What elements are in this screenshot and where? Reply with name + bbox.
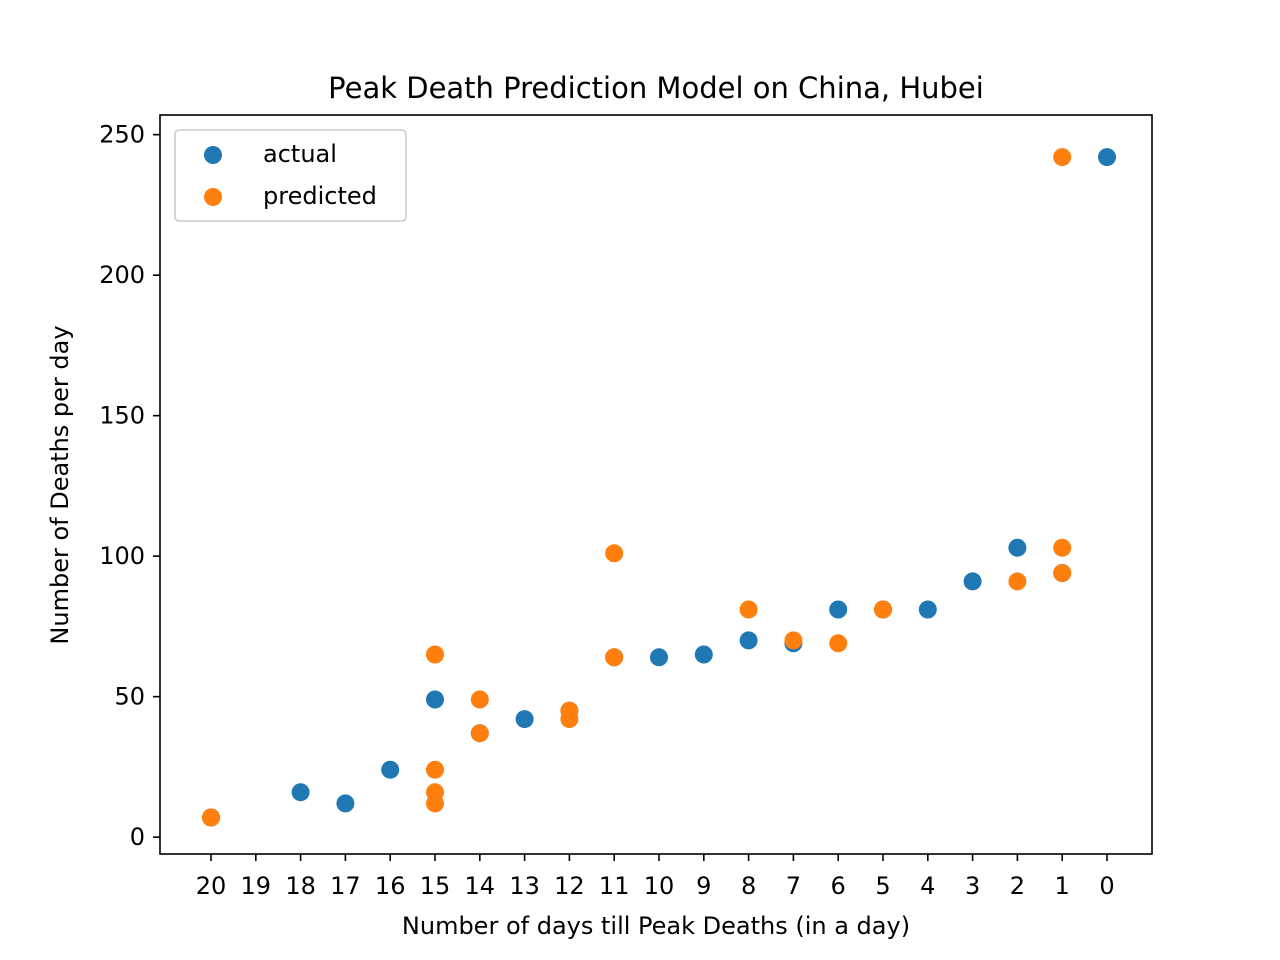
x-tick-label: 2 (1010, 872, 1025, 900)
point-predicted-11 (739, 600, 758, 619)
x-tick-label: 14 (465, 872, 496, 900)
x-axis: 20 19 18 17 16 15 14 13 12 11 10 9 8 7 6 5 4 3 2 1 0 (196, 854, 1115, 900)
point-actual-3 (381, 760, 400, 779)
point-actual-4 (426, 690, 444, 709)
legend-marker-actual (204, 146, 222, 164)
y-tick-label: 100 (99, 542, 145, 570)
point-actual-19 (1098, 148, 1116, 167)
x-tick-label: 7 (786, 872, 801, 900)
x-tick-label: 16 (375, 872, 406, 900)
x-tick-label: 19 (241, 872, 272, 900)
y-tick-label: 250 (99, 121, 145, 149)
x-tick-label: 5 (875, 872, 890, 900)
x-axis-label: Number of days till Peak Deaths (in a da… (402, 912, 910, 940)
y-tick-label: 50 (114, 683, 145, 711)
x-tick-label: 3 (965, 872, 980, 900)
point-predicted-15 (1008, 572, 1027, 591)
y-axis-label: Number of Deaths per day (46, 325, 74, 644)
point-predicted-16 (1053, 148, 1072, 167)
x-tick-label: 6 (831, 872, 846, 900)
y-axis: 0 50 100 150 200 250 (99, 121, 160, 851)
point-predicted-17 (1053, 538, 1072, 557)
point-actual-15 (918, 600, 937, 619)
y-tick-label: 0 (130, 823, 145, 851)
legend: actual predicted (174, 129, 407, 222)
y-tick-label: 150 (99, 402, 145, 430)
point-actual-6 (515, 710, 534, 729)
x-tick-label: 8 (741, 872, 756, 900)
x-tick-label: 4 (920, 872, 935, 900)
point-predicted-1 (426, 645, 444, 664)
point-actual-17 (1008, 538, 1027, 557)
point-predicted-6 (470, 724, 489, 743)
legend-marker-predicted (204, 188, 222, 206)
x-tick-label: 12 (554, 872, 585, 900)
point-predicted-8 (560, 710, 579, 729)
x-tick-label: 13 (509, 872, 540, 900)
point-predicted-12 (784, 631, 803, 650)
chart-title: Peak Death Prediction Model on China, Hu… (328, 71, 984, 105)
x-tick-label: 17 (330, 872, 361, 900)
x-tick-label: 18 (285, 872, 316, 900)
point-actual-13 (829, 600, 848, 619)
point-actual-11 (739, 631, 758, 650)
legend-box (174, 129, 407, 222)
x-tick-label: 15 (420, 872, 451, 900)
point-actual-2 (336, 794, 355, 813)
point-actual-10 (694, 645, 713, 664)
x-tick-label: 1 (1055, 872, 1070, 900)
point-predicted-2 (426, 760, 444, 779)
point-predicted-18 (1053, 564, 1072, 582)
point-actual-9 (650, 648, 668, 667)
plot-frame (159, 114, 1153, 855)
point-actual-16 (963, 572, 982, 591)
x-tick-label: 11 (599, 872, 630, 900)
point-actual-1 (291, 783, 310, 802)
point-predicted-9 (605, 544, 624, 563)
point-predicted-4 (426, 794, 444, 813)
point-predicted-13 (829, 634, 848, 653)
legend-label-predicted: predicted (263, 182, 377, 210)
x-tick-label: 9 (696, 872, 711, 900)
point-predicted-5 (470, 690, 489, 709)
x-tick-label: 10 (644, 872, 675, 900)
point-predicted-14 (874, 600, 892, 619)
legend-label-actual: actual (263, 140, 337, 168)
plot-marks (202, 148, 1116, 827)
point-predicted-10 (605, 648, 624, 667)
y-tick-label: 200 (99, 261, 145, 289)
point-predicted-0 (202, 808, 220, 827)
x-tick-label: 0 (1099, 872, 1114, 900)
x-tick-label: 20 (196, 872, 227, 900)
